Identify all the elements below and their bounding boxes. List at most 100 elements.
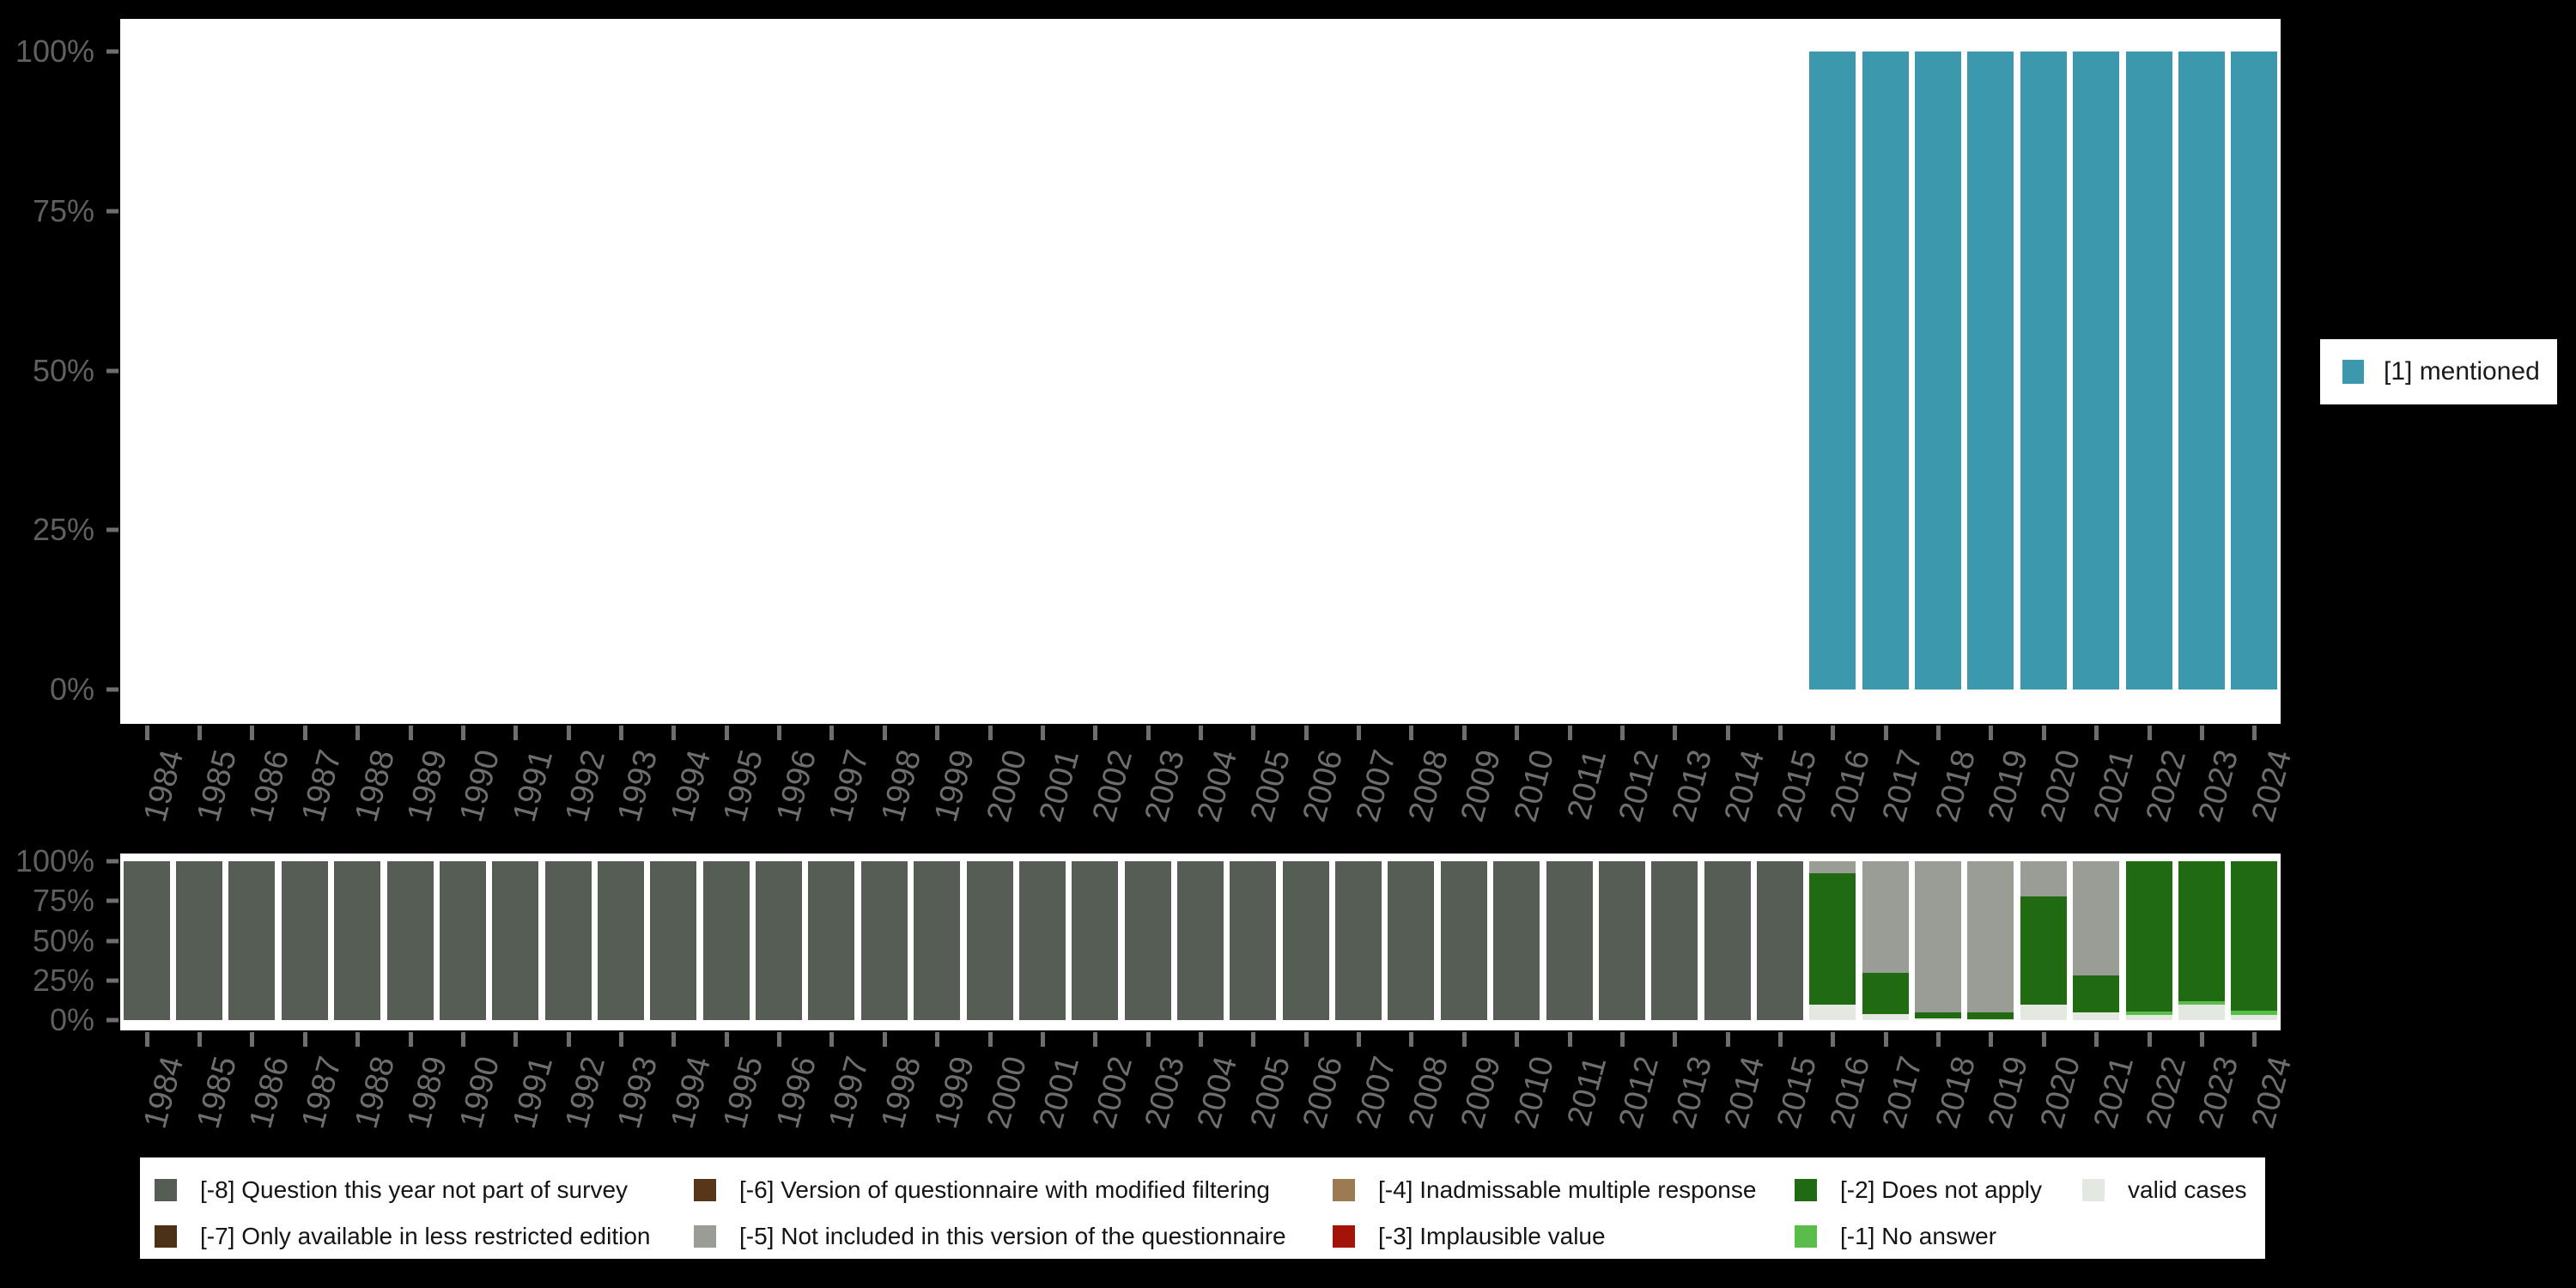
bar-2007 (1332, 861, 1384, 1020)
legend-swatch--1 (1795, 1225, 1817, 1248)
x-tick (829, 1032, 835, 1047)
bar-2003 (1121, 861, 1174, 1020)
bar-segment-mentioned (2178, 52, 2225, 690)
bar-segment-mentioned (1809, 52, 1856, 690)
x-tick (882, 1032, 887, 1047)
x-slot-2022: 2022 (2123, 1030, 2193, 1157)
x-tick (1145, 726, 1151, 740)
x-tick (1883, 726, 1888, 740)
x-tick (1515, 726, 1520, 740)
x-slot-2013: 2013 (1649, 1030, 1719, 1157)
x-slot-1995: 1995 (700, 724, 770, 853)
x-slot-1997: 1997 (805, 1030, 876, 1157)
bar-2002 (1069, 52, 1121, 690)
x-slot-2013: 2013 (1649, 724, 1719, 853)
bar-2019 (1965, 861, 2017, 1020)
x-tick (513, 726, 519, 740)
x-tick (1778, 726, 1783, 740)
x-tick (671, 1032, 677, 1047)
bar-segment-mentioned (1967, 52, 2014, 690)
bar-2018 (1911, 52, 1964, 690)
bar-2002 (1069, 861, 1121, 1020)
x-slot-2008: 2008 (1385, 724, 1455, 853)
x-slot-1993: 1993 (594, 724, 665, 853)
bar-2007 (1332, 52, 1384, 690)
x-tick (1673, 726, 1678, 740)
bar-1995 (700, 52, 752, 690)
bar-2008 (1385, 861, 1437, 1020)
bar-segment--1 (2125, 1011, 2172, 1016)
bar-2015 (1753, 52, 1806, 690)
x-tick (144, 726, 149, 740)
x-tick (566, 726, 571, 740)
bar-segment--8 (597, 861, 644, 1020)
bar-segment--8 (492, 861, 539, 1020)
legend-label--8: [-8] Question this year not part of surv… (200, 1176, 629, 1203)
bar-segment-mentioned (2231, 52, 2278, 690)
bar-2005 (1227, 861, 1279, 1020)
bar-segment--8 (756, 861, 803, 1020)
x-slot-2012: 2012 (1595, 724, 1666, 853)
x-slot-1992: 1992 (542, 724, 612, 853)
y-tick (106, 687, 118, 692)
x-tick (1198, 726, 1203, 740)
x-tick (1515, 1032, 1520, 1047)
bottom-chart-x-axis: 1984 1985 1986 1987 1988 1989 1990 1991 1992 1993… (120, 1030, 2299, 1157)
bar-2021 (2070, 861, 2123, 1020)
bar-segment--2 (2020, 896, 2067, 1005)
x-slot-2012: 2012 (1595, 1030, 1666, 1157)
x-tick (724, 1032, 729, 1047)
bar-2016 (1807, 52, 1859, 690)
bar-2017 (1859, 861, 1911, 1020)
bar-2014 (1701, 861, 1753, 1020)
x-tick (1936, 1032, 1941, 1047)
x-tick (408, 1032, 413, 1047)
x-slot-2016: 2016 (1807, 724, 1877, 853)
bar-2009 (1437, 52, 1490, 690)
x-slot-1998: 1998 (858, 724, 928, 853)
bar-2014 (1701, 52, 1753, 690)
x-slot-2002: 2002 (1069, 1030, 1139, 1157)
bar-1997 (805, 52, 858, 690)
bar-1986 (226, 861, 278, 1020)
x-tick (1567, 1032, 1572, 1047)
x-tick (1936, 726, 1941, 740)
x-slot-1986: 1986 (226, 724, 296, 853)
x-slot-2021: 2021 (2070, 1030, 2141, 1157)
x-tick (1725, 1032, 1730, 1047)
bar-segment--1 (2178, 1000, 2225, 1005)
x-slot-2006: 2006 (1279, 1030, 1350, 1157)
x-tick (197, 1032, 203, 1047)
bar-segment--5 (2020, 861, 2067, 896)
x-tick (2041, 1032, 2046, 1047)
x-slot-2019: 2019 (1965, 724, 2035, 853)
bar-segment--8 (702, 861, 750, 1020)
bar-segment--5 (1809, 861, 1856, 873)
bar-1997 (805, 861, 858, 1020)
x-tick (197, 726, 203, 740)
bar-2012 (1595, 52, 1648, 690)
x-slot-1992: 1992 (542, 1030, 612, 1157)
bar-2012 (1595, 861, 1648, 1020)
y-tick-label: 0% (49, 1002, 94, 1037)
bar-segment-valid (2020, 1004, 2067, 1020)
x-tick (829, 726, 835, 740)
bar-2019 (1965, 52, 2017, 690)
x-slot-1988: 1988 (331, 724, 402, 853)
x-slot-2024: 2024 (2228, 724, 2299, 853)
x-tick (1989, 1032, 1994, 1047)
bar-segment-mentioned (2020, 52, 2067, 690)
x-slot-2007: 2007 (1332, 724, 1403, 853)
x-slot-2005: 2005 (1227, 724, 1297, 853)
y-tick (106, 939, 118, 943)
x-tick (1251, 726, 1256, 740)
x-tick (1778, 1032, 1783, 1047)
bar-segment--2 (1967, 1012, 2014, 1020)
bar-2010 (1491, 861, 1543, 1020)
x-slot-2001: 2001 (1016, 724, 1086, 853)
legend-swatch--6 (694, 1179, 716, 1201)
bar-2022 (2123, 861, 2175, 1020)
top-chart-y-axis: 100% 75% 50% 25% 0% (0, 19, 120, 724)
y-tick (106, 368, 118, 373)
x-slot-1986: 1986 (226, 1030, 296, 1157)
